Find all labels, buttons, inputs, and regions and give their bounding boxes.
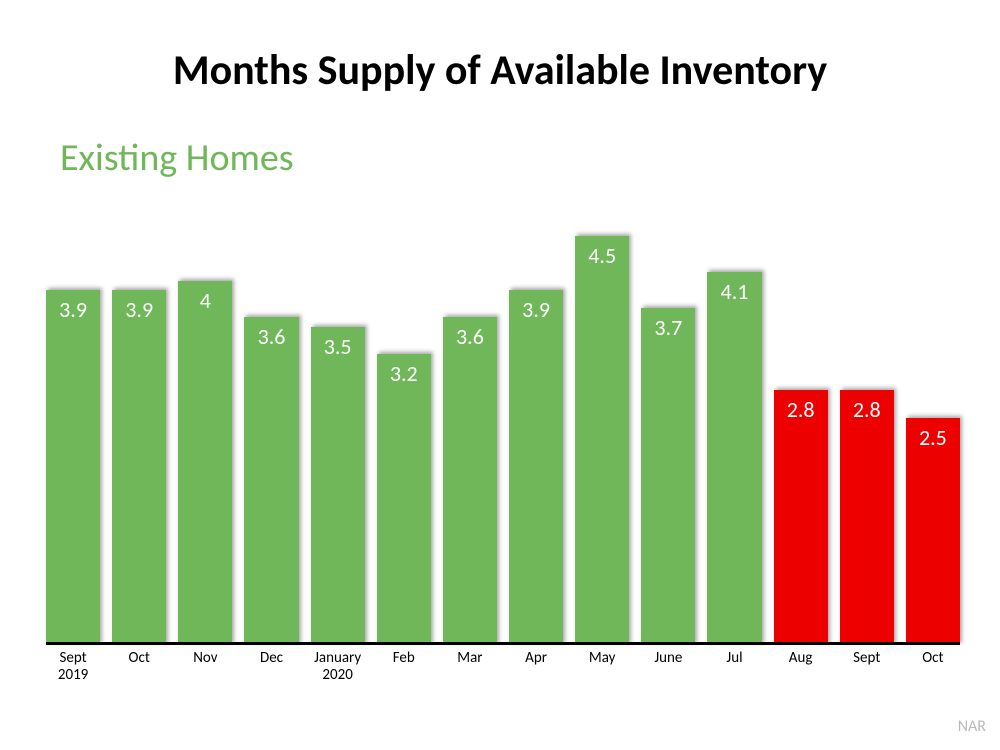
chart-area: 3.9 3.9 4 3.6 3.5 3.2 3.6 3.9 4.5 3.7 4.1 2.8 2.8 2.5 [46,190,960,645]
x-axis-label: Oct [906,650,960,685]
bar-value-label: 3.7 [641,314,695,341]
x-axis-label: Oct [112,650,166,685]
bar-wrapper: 3.2 [377,190,431,645]
bar-value-label: 3.9 [509,296,563,323]
chart-title: Months Supply of Available Inventory [0,45,1000,96]
bar: 2.8 [840,390,894,645]
bar-value-label: 3.2 [377,360,431,387]
bar: 3.7 [641,308,695,645]
bar-wrapper: 3.6 [244,190,298,645]
bar-value-label: 3.5 [311,333,365,360]
bar-wrapper: 2.8 [774,190,828,645]
bar: 2.5 [906,418,960,646]
bar: 3.9 [509,290,563,645]
bar: 3.6 [244,317,298,645]
bar: 3.2 [377,354,431,645]
bar-container: 3.9 3.9 4 3.6 3.5 3.2 3.6 3.9 4.5 3.7 4.1 2.8 2.8 2.5 [46,190,960,645]
bar: 4 [178,281,232,645]
bar: 3.9 [112,290,166,645]
bar-value-label: 2.8 [774,396,828,423]
bar: 2.8 [774,390,828,645]
bar: 3.6 [443,317,497,645]
bar-value-label: 3.6 [244,323,298,350]
bar: 3.5 [311,327,365,646]
bar-value-label: 3.9 [46,296,100,323]
x-axis-label: May [575,650,629,685]
x-axis-labels: Sept 2019 Oct Nov Dec January 2020 Feb Mar Apr M… [46,650,960,685]
x-axis-label: January 2020 [311,650,365,685]
bar: 4.1 [707,272,761,645]
bar-value-label: 4.5 [575,242,629,269]
source-attribution: NAR [958,717,986,736]
bar-wrapper: 3.5 [311,190,365,645]
bar-value-label: 4.1 [707,278,761,305]
x-axis-label: Nov [178,650,232,685]
x-axis-label: Feb [377,650,431,685]
x-axis-label: Apr [509,650,563,685]
bar-value-label: 3.9 [112,296,166,323]
bar: 3.9 [46,290,100,645]
bar-wrapper: 3.7 [641,190,695,645]
bar-wrapper: 3.9 [112,190,166,645]
bar-wrapper: 3.9 [46,190,100,645]
bar-wrapper: 2.5 [906,190,960,645]
bar-wrapper: 2.8 [840,190,894,645]
bar-value-label: 2.8 [840,396,894,423]
x-axis-label: Jul [707,650,761,685]
bar-value-label: 2.5 [906,424,960,451]
bar-wrapper: 4.1 [707,190,761,645]
x-axis-label: Dec [244,650,298,685]
bar-wrapper: 4.5 [575,190,629,645]
x-axis-label: Sept [840,650,894,685]
bar: 4.5 [575,236,629,646]
chart-subtitle: Existing Homes [60,135,294,181]
x-axis-label: Mar [443,650,497,685]
x-axis-line [46,642,960,645]
slide: Months Supply of Available Inventory Exi… [0,0,1000,750]
bar-wrapper: 4 [178,190,232,645]
bar-value-label: 3.6 [443,323,497,350]
bar-value-label: 4 [178,287,232,314]
bar-wrapper: 3.9 [509,190,563,645]
bar-wrapper: 3.6 [443,190,497,645]
x-axis-label: Aug [774,650,828,685]
x-axis-label: June [641,650,695,685]
x-axis-label: Sept 2019 [46,650,100,685]
